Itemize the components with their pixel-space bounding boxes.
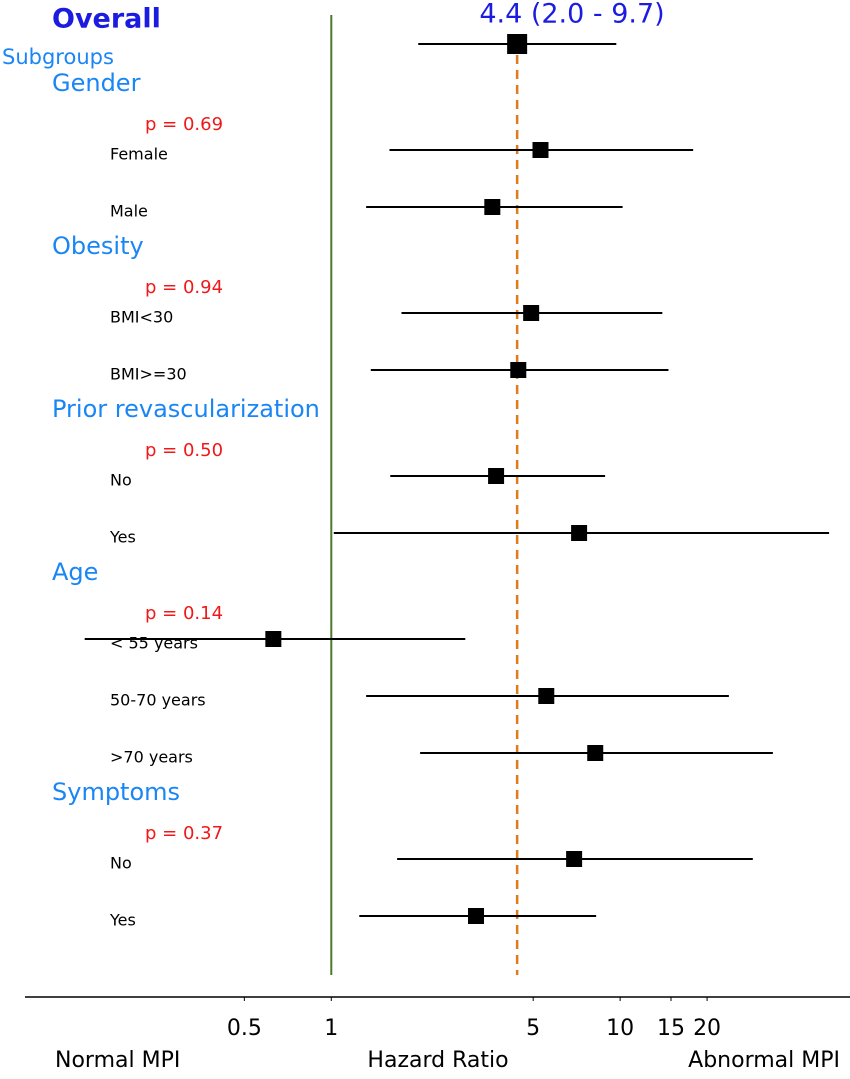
- row-label: < 55 years: [110, 634, 198, 653]
- p-value: p = 0.37: [145, 823, 223, 844]
- row-label: Yes: [109, 911, 136, 930]
- p-value: p = 0.50: [145, 440, 223, 461]
- left-label: Normal MPI: [55, 1048, 180, 1073]
- overall-title: Overall: [52, 4, 161, 35]
- p-value: p = 0.94: [145, 277, 223, 298]
- point-estimate: [507, 34, 528, 54]
- point-estimate: [587, 745, 604, 761]
- group-header: Gender: [52, 69, 141, 97]
- p-value: p = 0.14: [145, 603, 223, 624]
- row-label: Male: [110, 202, 148, 221]
- row-label: >70 years: [110, 748, 193, 767]
- point-estimate: [488, 468, 505, 484]
- x-tick-label: 5: [526, 1016, 540, 1041]
- row-label: BMI>=30: [110, 365, 187, 384]
- x-tick-label: 1: [324, 1016, 338, 1041]
- point-estimate: [571, 525, 588, 541]
- point-estimate: [523, 305, 540, 321]
- point-estimate: [510, 362, 527, 378]
- row-label: No: [110, 854, 132, 873]
- x-tick-label: 15: [657, 1016, 685, 1041]
- point-estimate: [532, 142, 549, 158]
- p-value: p = 0.69: [145, 114, 223, 135]
- row-label: Yes: [109, 528, 136, 547]
- group-header: Obesity: [52, 232, 144, 260]
- group-header: Symptoms: [52, 778, 180, 806]
- row-label: No: [110, 471, 132, 490]
- overall-label: 4.4 (2.0 - 9.7): [479, 0, 664, 30]
- subgroups-label: Subgroups: [2, 45, 114, 69]
- group-header: Prior revascularization: [52, 395, 320, 423]
- point-estimate: [538, 688, 555, 704]
- row-label: BMI<30: [110, 308, 173, 327]
- group-header: Age: [52, 558, 98, 586]
- x-tick-label: 20: [693, 1016, 721, 1041]
- right-label: Abnormal MPI: [688, 1048, 840, 1073]
- x-axis-label: Hazard Ratio: [367, 1048, 508, 1073]
- point-estimate: [566, 851, 583, 867]
- point-estimate: [484, 199, 501, 215]
- point-estimate: [265, 631, 282, 647]
- x-tick-label: 10: [606, 1016, 634, 1041]
- row-label: Female: [110, 145, 168, 164]
- x-tick-label: 0.5: [227, 1016, 262, 1041]
- row-label: 50-70 years: [110, 691, 206, 710]
- point-estimate: [468, 908, 485, 924]
